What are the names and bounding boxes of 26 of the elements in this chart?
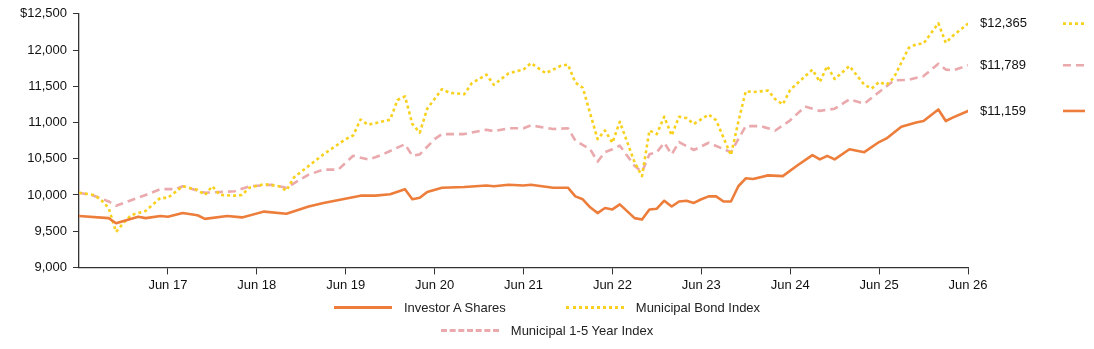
y-tick-label: 11,000 (28, 114, 67, 130)
x-tick-label: Jun 23 (681, 276, 721, 292)
line-series (78, 21, 968, 234)
x-tick-label: Jun 18 (237, 276, 277, 292)
y-tick-label: 12,000 (27, 41, 67, 57)
x-tick-label: Jun 17 (148, 276, 188, 292)
annotation: $12,365 (980, 15, 1027, 31)
y-tick-label: 9,000 (34, 258, 67, 274)
legend-label: Municipal 1-5 Year Index (510, 323, 654, 338)
y-tick-label: 11,500 (28, 77, 67, 93)
y-tick-label: 10,500 (27, 150, 67, 166)
x-tick-label: Jun 21 (503, 276, 544, 292)
legend-label: Investor A Shares (403, 300, 506, 315)
x-tick-label: Jun 25 (859, 276, 899, 292)
x-tick-label: Jun 26 (948, 276, 988, 292)
legend-label: Municipal Bond Index (635, 300, 761, 315)
x-tick-label: Jun 19 (326, 276, 366, 292)
x-tick-label: Jun 24 (770, 276, 810, 292)
annotation: $11,159 (980, 102, 1027, 118)
x-tick-label: Jun 20 (415, 276, 455, 292)
y-tick-label: 9,500 (34, 222, 67, 238)
y-tick-label: 10,000 (27, 186, 67, 202)
x-tick-label: Jun 22 (592, 276, 632, 292)
annotation: $11,789 (980, 56, 1027, 72)
line-series (78, 62, 968, 208)
y-tick-label: $12,500 (19, 5, 67, 21)
